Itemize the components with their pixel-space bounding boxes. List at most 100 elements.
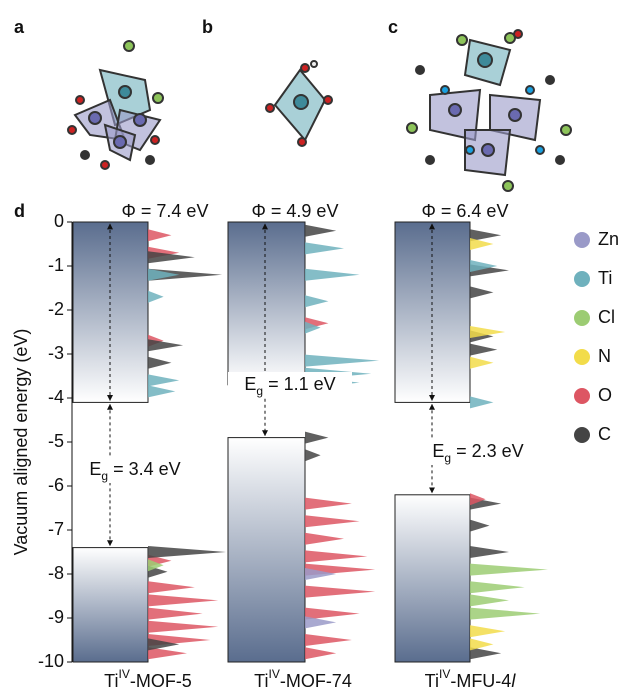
valence-band: [73, 548, 148, 662]
dos-peak: [470, 608, 540, 620]
dos-peak: [305, 634, 352, 646]
material-label: TiIV-MOF-74: [254, 667, 352, 691]
material-label-part: IV: [118, 667, 129, 681]
molecule-c: [407, 30, 571, 191]
y-tick-label: -10: [38, 651, 64, 671]
material-label-part: -MOF-5: [130, 671, 192, 691]
y-tick-label: -9: [48, 607, 64, 627]
y-tick-label: -5: [48, 431, 64, 451]
material-label-part: Ti: [425, 671, 439, 691]
dos-peak: [305, 269, 360, 281]
dos-peak: [148, 594, 218, 606]
dos-peak: [305, 449, 321, 461]
dos-peak: [148, 546, 226, 558]
gap-label-part: g: [101, 469, 108, 483]
y-tick-label: -4: [48, 387, 64, 407]
work-function-label: Φ = 6.4 eV: [422, 201, 509, 221]
gap-label-part: = 2.3 eV: [451, 441, 524, 461]
material-label-part: -MOF-74: [280, 671, 352, 691]
panel-label: c: [388, 17, 398, 37]
dos-peak: [148, 374, 179, 386]
material-label-part: -MFU-4: [450, 671, 511, 691]
legend-swatch: [574, 271, 590, 287]
work-function-label: Φ = 7.4 eV: [122, 201, 209, 221]
dos-peak: [470, 625, 505, 637]
gap-label-part: g: [256, 384, 263, 398]
legend-label: Ti: [598, 268, 612, 288]
dos-peak: [470, 357, 493, 369]
dos-peak: [148, 621, 218, 633]
legend-swatch: [574, 232, 590, 248]
gap-label-part: = 1.1 eV: [263, 374, 336, 394]
dos-peak: [305, 355, 379, 367]
gap-label-part: E: [89, 459, 101, 479]
dos-peak: [470, 581, 525, 593]
work-function-label: Φ = 4.9 eV: [252, 201, 339, 221]
dos-peak: [305, 498, 352, 510]
plot: 0 -1 -2 -3 -4 -5 -6 -7 -8 -9 -10 Φ = 7.4 eV Eg = 3.4…: [38, 201, 619, 691]
molecule-a: [68, 41, 163, 169]
dos-peak: [148, 339, 183, 351]
dos-peak: [305, 515, 360, 527]
y-tick-label: -6: [48, 475, 64, 495]
material-label: TiIV-MFU-4l: [425, 667, 517, 691]
legend-swatch: [574, 349, 590, 365]
dos-peak: [148, 357, 171, 369]
dos-peak: [305, 225, 336, 237]
legend-swatch: [574, 310, 590, 326]
gap-label-part: = 3.4 eV: [108, 459, 181, 479]
dos-peak: [470, 520, 490, 532]
dos-peak: [470, 396, 493, 408]
y-tick-label: 0: [54, 211, 64, 231]
dos-peak: [305, 242, 344, 254]
dos-peak: [470, 344, 497, 356]
dos-peak: [305, 295, 328, 307]
legend-swatch: [574, 427, 590, 443]
dos-peak: [470, 238, 493, 250]
dos-peak: [470, 594, 509, 606]
gap-label-part: E: [244, 374, 256, 394]
y-tick-label: -1: [48, 255, 64, 275]
gap-label-part: E: [432, 441, 444, 461]
dos-peak: [470, 564, 548, 576]
y-tick-label: -8: [48, 563, 64, 583]
legend-swatch: [574, 388, 590, 404]
dos-peak: [305, 647, 336, 659]
figure: a b c d Vacuum aligned energy (eV) 0 -1 -2…: [0, 0, 622, 694]
panel-label: d: [14, 201, 25, 221]
dos-peak: [305, 550, 367, 562]
dos-peak: [305, 432, 328, 444]
dos-peak: [148, 608, 203, 620]
legend-label: Zn: [598, 229, 619, 249]
dos-peak: [305, 608, 360, 620]
legend-label: Cl: [598, 307, 615, 327]
dos-peak: [470, 546, 509, 558]
gap-label-part: g: [444, 451, 451, 465]
dos-peak: [470, 286, 493, 298]
y-axis-label: Vacuum aligned energy (eV): [11, 329, 31, 556]
material-label: TiIV-MOF-5: [104, 667, 192, 691]
dos-peak: [305, 616, 336, 628]
y-tick-label: -3: [48, 343, 64, 363]
material-label-part: Ti: [254, 671, 268, 691]
dos-peak: [305, 586, 375, 598]
material-label-part: Ti: [104, 671, 118, 691]
material-label-part: l: [511, 671, 516, 691]
dos-peak: [470, 638, 493, 650]
dos-peak: [148, 581, 195, 593]
legend-label: N: [598, 346, 611, 366]
panel-label: a: [14, 17, 25, 37]
valence-band: [228, 438, 305, 662]
material-label-part: IV: [268, 667, 279, 681]
material-label-part: IV: [439, 667, 450, 681]
panel-label: b: [202, 17, 213, 37]
dos-peak: [148, 229, 171, 241]
y-tick-label: -2: [48, 299, 64, 319]
y-tick-label: -7: [48, 519, 64, 539]
dos-peak: [148, 385, 175, 397]
conduction-band: [228, 222, 305, 385]
molecule-b: [266, 61, 332, 146]
dos-peak: [305, 533, 344, 545]
valence-band: [395, 495, 470, 662]
legend-label: C: [598, 424, 611, 444]
